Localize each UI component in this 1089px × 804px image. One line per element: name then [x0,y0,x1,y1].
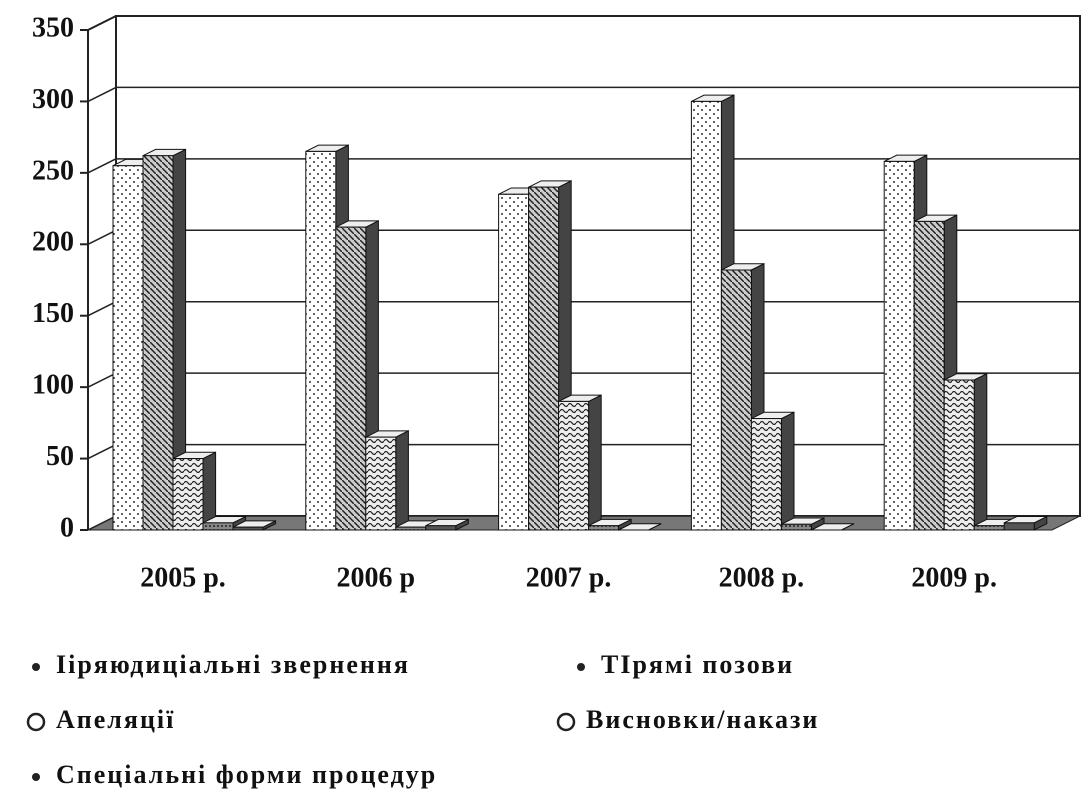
legend-marker [32,773,40,781]
y-tick-label: 250 [32,155,74,186]
y-tick-label: 100 [32,370,74,401]
grid-line [87,372,117,388]
bar [973,525,1005,531]
y-tick-label: 50 [46,441,74,472]
grid-line [87,229,117,245]
bar [780,523,812,531]
grid-line [87,301,117,317]
bar [1003,522,1035,531]
bar [588,525,620,531]
y-tick-label: 200 [32,227,74,258]
bar [528,186,560,531]
bar [750,418,782,531]
bar-top [811,523,855,531]
bar [913,220,945,531]
bar [395,526,427,531]
bar-side [588,394,602,531]
x-tick-label: 2009 р. [911,562,997,593]
legend-marker [556,712,576,732]
bar [883,160,915,531]
bar [112,165,144,531]
bar [335,226,367,531]
bar-top [618,523,662,531]
bar [498,193,530,531]
bar [142,155,174,531]
legend-marker [577,663,585,671]
bar [558,400,590,531]
legend-label: Висновки/накази [586,705,819,734]
y-tick-label: 0 [60,512,74,543]
grid-line [87,515,117,531]
bar [690,100,722,531]
bar [202,522,234,531]
bar [172,458,204,531]
legend-label: Апеляції [56,705,175,734]
legend-marker [32,663,40,671]
grid-line [87,86,117,103]
bar [305,150,337,531]
bar [720,269,752,531]
legend-label: Іiряюдиціальні звернення [56,650,410,679]
bar [232,526,264,531]
y-tick-label: 300 [32,84,74,115]
y-tick-label: 350 [32,12,74,43]
x-tick-label: 2005 р. [140,562,226,593]
grid-line [87,443,117,460]
bar-side [973,372,988,531]
bar [425,525,457,531]
bar [365,436,397,531]
legend-marker [26,712,46,732]
x-tick-label: 2007 р. [526,562,612,593]
x-tick-label: 2006 р [337,562,416,593]
legend-label: ТIрямі позови [601,650,794,679]
bar [943,379,975,531]
grid-line [87,15,117,31]
legend-label: Спеціальні форми процедур [56,760,437,789]
bar-side [780,411,795,531]
grid-line [87,158,117,174]
y-tick-label: 150 [32,298,74,329]
x-tick-label: 2008 р. [719,562,805,593]
bar-side [395,430,409,531]
